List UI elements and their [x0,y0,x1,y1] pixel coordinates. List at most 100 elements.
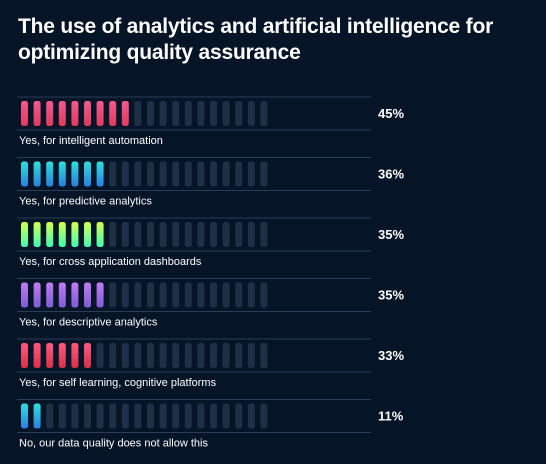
bar-segment-filled [71,161,79,187]
bar-segment-empty [147,343,154,368]
bar-segment-filled [96,161,104,187]
bar-segment-empty [197,161,205,187]
bar-segment-empty [222,282,230,308]
bar-segment-empty [71,403,79,429]
bar-segment-empty [134,222,142,247]
bar-segment-filled [46,101,54,126]
bar-segment-empty [260,282,268,308]
bar-segment-empty [210,222,217,247]
bar-segment-filled [33,282,41,308]
bar-segment-filled [58,161,66,187]
bar-segment-empty [134,161,142,187]
bar-segment-filled [46,282,54,308]
bar-segment-empty [147,403,154,429]
bar-segment-empty [210,343,217,368]
bar-segment-empty [121,403,129,429]
bar-segment-filled [109,101,117,126]
bar-segment-empty [235,282,243,308]
bar-segment-empty [210,282,217,308]
bar-segment-filled [96,222,104,247]
bar-segment-empty [184,343,192,368]
bar-segment-empty [247,222,255,247]
bar-segment-filled [84,101,91,126]
bar-segment-empty [184,101,192,126]
bar-segment-empty [184,161,192,187]
bar-segment-filled [21,282,28,308]
bar-segment-empty [84,403,91,429]
bar-segment-empty [147,161,154,187]
bar-segment-empty [210,101,217,126]
bar-segment-empty [159,403,167,429]
bar-row: 35% Yes, for cross application dashboards [17,217,404,268]
bar-segment-empty [147,282,154,308]
bar-segment-empty [134,403,142,429]
bar-segment-empty [235,343,243,368]
bar-segment-empty [109,222,117,247]
bar-segment-empty [96,343,104,368]
bar-segment-filled [33,161,41,187]
bar-row: 11% No, our data quality does not allow t… [17,399,404,450]
category-label: Yes, for intelligent automation [19,135,163,147]
bar-segment-filled [33,222,41,247]
bar-segment-filled [71,343,79,368]
bar-segment-empty [260,403,268,429]
bar-segment-empty [121,282,129,308]
bar-segment-empty [109,343,117,368]
bar-segment-empty [172,282,180,308]
bar-segment-empty [172,222,180,247]
bar-segment-empty [247,403,255,429]
bar-segment-empty [260,343,268,368]
bar-segment-empty [184,403,192,429]
bar-segment-empty [109,161,117,187]
value-label: 35% [378,288,404,303]
bar-segment-empty [260,222,268,247]
bar-segment-filled [84,343,91,368]
bar-segment-empty [46,403,54,429]
bar-segment-filled [46,161,54,187]
bar-segment-empty [222,403,230,429]
bar-segment-empty [184,282,192,308]
bar-segment-empty [197,222,205,247]
bar-segment-empty [134,101,142,126]
bar-segment-empty [197,101,205,126]
bar-segment-empty [121,161,129,187]
bar-segment-filled [58,343,66,368]
bar-segment-empty [109,282,117,308]
bar-segment-filled [96,101,104,126]
bar-segment-filled [71,282,79,308]
bar-segment-empty [222,343,230,368]
value-label: 45% [378,106,404,121]
bar-segment-empty [147,101,154,126]
bar-segment-filled [33,403,41,429]
bar-segment-empty [222,161,230,187]
category-label: Yes, for predictive analytics [19,196,152,208]
category-label: Yes, for descriptive analytics [19,317,158,329]
bar-segment-filled [71,222,79,247]
bar-segment-empty [247,101,255,126]
bar-segment-empty [159,343,167,368]
bar-segment-empty [247,282,255,308]
bar-segment-empty [172,403,180,429]
bar-segment-filled [21,343,28,368]
value-label: 36% [378,167,404,182]
value-label: 33% [378,348,404,363]
bar-row: 36% Yes, for predictive analytics [17,157,404,208]
bar-segment-filled [71,101,79,126]
bar-segment-empty [197,343,205,368]
category-label: Yes, for cross application dashboards [19,256,202,268]
bar-segment-filled [21,222,28,247]
bar-segment-empty [197,403,205,429]
bar-segment-filled [121,101,129,126]
bar-segment-empty [235,403,243,429]
bar-segment-filled [58,101,66,126]
category-label: No, our data quality does not allow this [19,438,208,450]
bar-segment-empty [260,161,268,187]
bar-segment-filled [33,343,41,368]
bar-segment-empty [235,101,243,126]
bar-segment-filled [96,282,104,308]
bar-segment-filled [21,161,28,187]
bar-segment-empty [197,282,205,308]
bar-segment-empty [222,101,230,126]
bar-segment-empty [58,403,66,429]
bar-segment-empty [109,403,117,429]
